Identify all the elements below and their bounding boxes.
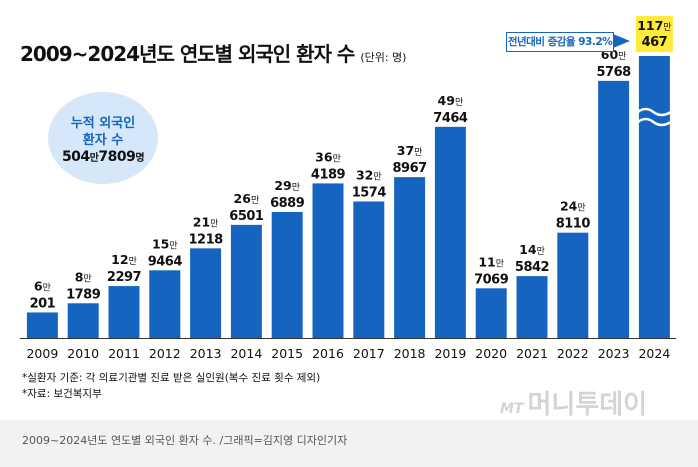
data-label-man-2014: 26만 xyxy=(234,191,260,206)
data-label-man-2016: 36만 xyxy=(315,149,341,164)
tick-label-2009: 2009 xyxy=(26,346,58,361)
watermark-name: 머니투데이 xyxy=(527,390,648,420)
data-label-value-2016: 4189 xyxy=(311,167,346,182)
footnote-source: *자료: 보건복지부 xyxy=(22,388,102,400)
growth-callout: 전년대비 증감율 93.2% xyxy=(506,32,614,52)
cumulative-suffix: 명 xyxy=(135,153,145,164)
tick-label-2018: 2018 xyxy=(394,346,426,361)
bar-2024 xyxy=(638,56,670,338)
data-label-value-2015: 6889 xyxy=(270,196,305,211)
data-label-value-2019: 7464 xyxy=(433,111,468,126)
data-label-man-2010: 8만 xyxy=(75,269,92,284)
bar-2010 xyxy=(67,303,99,338)
bar-2009 xyxy=(26,312,58,338)
tick-label-2014: 2014 xyxy=(230,346,262,361)
data-label-man-2012: 15만 xyxy=(152,236,178,251)
axis-break-wave-1 xyxy=(637,107,672,117)
data-label-value-2011: 2297 xyxy=(107,270,142,285)
cumulative-rest: 7809 xyxy=(98,149,136,165)
footer-bar: 2009~2024년도 연도별 외국인 환자 수. /그래픽=김지영 디자인기자 xyxy=(0,420,698,467)
tick-label-2019: 2019 xyxy=(434,346,466,361)
tick-label-2010: 2010 xyxy=(67,346,99,361)
cumulative-line2: 환자 수 xyxy=(82,133,124,148)
unit-label: (단위: 명) xyxy=(360,51,407,64)
data-label-man-2017: 32만 xyxy=(356,167,382,182)
footer-caption: 2009~2024년도 연도별 외국인 환자 수. /그래픽=김지영 디자인기자 xyxy=(22,434,348,447)
footnotes: *실환자 기준: 각 의료기관별 진료 받은 실인원(복수 진료 횟수 제외) … xyxy=(22,370,320,402)
axis-break-wave-2 xyxy=(637,117,672,127)
bar-2012 xyxy=(149,270,181,338)
title-text: 2009~2024년도 연도별 외국인 환자 수 xyxy=(20,42,355,66)
data-label-value-2014: 6501 xyxy=(229,209,264,224)
bar-2011 xyxy=(108,286,140,338)
bar-2013 xyxy=(190,248,222,338)
tick-label-2013: 2013 xyxy=(190,346,222,361)
tick-label-2023: 2023 xyxy=(598,346,630,361)
data-label-value-2018: 8967 xyxy=(393,161,428,176)
data-label-man-2020: 11만 xyxy=(478,254,504,269)
data-label-man-2019: 49만 xyxy=(438,93,464,108)
tick-label-2016: 2016 xyxy=(312,346,344,361)
bar-2014 xyxy=(230,224,262,338)
data-label-man-2022: 24만 xyxy=(560,199,586,214)
data-label-value-2009: 201 xyxy=(30,296,56,311)
data-label-value-2010: 1789 xyxy=(66,287,101,302)
data-label-value-2022: 8110 xyxy=(556,217,591,232)
tick-label-2021: 2021 xyxy=(516,346,548,361)
tick-label-2015: 2015 xyxy=(271,346,303,361)
cumulative-badge: 누적 외국인 환자 수 504만7809명 xyxy=(48,92,158,184)
page-title: 2009~2024년도 연도별 외국인 환자 수 (단위: 명) xyxy=(20,38,406,67)
tick-label-2017: 2017 xyxy=(353,346,385,361)
data-label-value-2024: 467 xyxy=(642,35,668,50)
bar-2022 xyxy=(557,232,589,338)
tick-label-2022: 2022 xyxy=(557,346,589,361)
watermark-mt: MT xyxy=(500,401,524,417)
data-label-value-2021: 5842 xyxy=(515,260,549,275)
data-label-value-2013: 1218 xyxy=(189,232,224,247)
bar-2018 xyxy=(394,177,426,338)
data-label-man-2011: 12만 xyxy=(111,252,137,267)
cumulative-line1: 누적 외국인 xyxy=(70,116,136,131)
data-label-value-2012: 9464 xyxy=(148,254,183,269)
data-label-man-2018: 37만 xyxy=(397,143,423,158)
callout-arrow-icon xyxy=(613,34,630,48)
bar-2019 xyxy=(434,126,466,338)
highlight-label-bg xyxy=(635,16,673,52)
bar-2020 xyxy=(475,288,507,338)
footnote-basis: *실환자 기준: 각 의료기관별 진료 받은 실인원(복수 진료 횟수 제외) xyxy=(22,372,321,384)
data-label-man-2013: 21만 xyxy=(193,214,219,229)
data-label-value-2023: 5768 xyxy=(597,65,632,80)
data-label-man-2009: 6만 xyxy=(34,278,51,293)
cumulative-man: 504 xyxy=(61,149,90,165)
bar-2016 xyxy=(312,183,344,338)
tick-label-2011: 2011 xyxy=(108,346,140,361)
bar-2015 xyxy=(271,211,303,338)
tick-label-2024: 2024 xyxy=(638,346,670,361)
bar-2017 xyxy=(353,201,385,338)
data-label-value-2017: 1574 xyxy=(352,185,387,200)
data-label-man-2024: 117만 xyxy=(637,18,671,33)
bar-2023 xyxy=(598,80,630,338)
tick-label-2012: 2012 xyxy=(149,346,181,361)
cumulative-man-suffix: 만 xyxy=(89,153,99,164)
tick-label-2020: 2020 xyxy=(475,346,507,361)
data-label-man-2015: 29만 xyxy=(274,178,300,193)
data-label-man-2021: 14만 xyxy=(519,242,545,257)
cumulative-value: 504만7809명 xyxy=(48,149,158,165)
bar-2021 xyxy=(516,276,548,338)
watermark: MT 머니투데이 xyxy=(500,384,647,421)
data-label-value-2020: 7069 xyxy=(474,272,509,287)
